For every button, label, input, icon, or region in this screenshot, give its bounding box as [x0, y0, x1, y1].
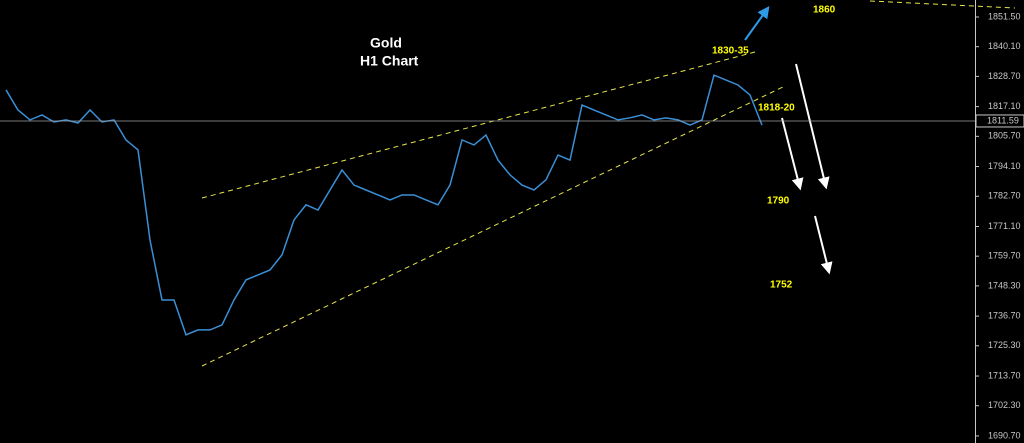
y-tick-label: 1725.30: [988, 340, 1021, 350]
annotation: 1860: [813, 5, 836, 16]
y-tick-label: 1713.70: [988, 370, 1021, 380]
chart-subtitle: H1 Chart: [360, 53, 419, 69]
chart-title: Gold: [370, 35, 402, 51]
y-tick-label: 1851.50: [988, 11, 1021, 21]
annotation: 1830-35: [712, 46, 749, 57]
y-tick-label: 1805.70: [988, 131, 1021, 141]
y-tick-label: 1702.30: [988, 400, 1021, 410]
annotation: 1818-20: [758, 103, 795, 114]
annotation: 1752: [770, 280, 793, 291]
price-line: [5, 74, 763, 336]
y-tick-label: 1759.70: [988, 251, 1021, 261]
y-tick-label: 1748.30: [988, 280, 1021, 290]
annotation: 1790: [767, 196, 790, 207]
y-tick-label: 1782.70: [988, 191, 1021, 201]
y-tick-label: 1840.10: [988, 41, 1021, 51]
current-price-box: [975, 114, 1024, 128]
y-tick-label: 1794.10: [988, 161, 1021, 171]
y-tick-label: 1771.10: [988, 221, 1021, 231]
trendlines: [201, 0, 1016, 367]
y-tick-label: 1828.70: [988, 71, 1021, 81]
current-price-label: 1811.59: [987, 115, 1019, 125]
y-tick-label: 1736.70: [988, 310, 1021, 320]
y-tick-label: 1817.10: [988, 101, 1021, 111]
arrows: [744, 6, 833, 275]
y-tick-label: 1690.70: [988, 430, 1021, 440]
